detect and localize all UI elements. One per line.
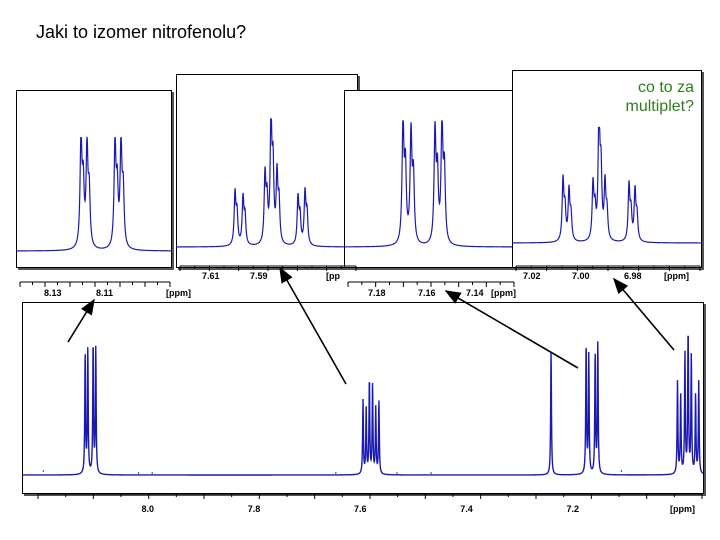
z4-tick-2: 6.98 [624, 271, 642, 281]
z2-spectrum-line [177, 118, 357, 248]
zoom-panel-7-16 [344, 90, 516, 268]
z4-tick-1: 7.00 [572, 271, 590, 281]
z3-tick-1: 7.16 [418, 288, 436, 298]
main-x-axis [37, 493, 703, 499]
page-title: Jaki to izomer nitrofenolu? [36, 22, 247, 42]
z1-tick-0: 8.13 [44, 288, 62, 298]
noise-dot [396, 472, 398, 474]
z2-tick-1: 7.59 [250, 271, 268, 281]
z4-spectrum-line [513, 126, 701, 244]
main-unit: [ppm] [670, 504, 695, 514]
z3-unit: [ppm] [491, 288, 516, 298]
noise-dot [620, 470, 623, 472]
main-tick-label: 7.2 [566, 504, 580, 514]
z3-spectrum-line [345, 120, 515, 248]
z4-unit: [ppm] [664, 271, 689, 281]
z4-tick-0: 7.02 [523, 271, 541, 281]
zoom-panel-7-60 [176, 74, 358, 268]
noise-dot [137, 472, 140, 474]
noise-dot [335, 472, 337, 474]
z1-unit: [ppm] [166, 288, 191, 298]
zoom-panel-7-00 [512, 70, 702, 268]
main-spectrum [23, 335, 703, 476]
zoom-spectrum-8-12 [17, 135, 171, 252]
z1-tick-1: 8.11 [96, 288, 114, 298]
z3-tick-0: 7.18 [368, 288, 386, 298]
zoom-panel-8-12 [16, 90, 172, 268]
zoom-spectrum-7-60 [177, 118, 357, 248]
z3-tick-2: 7.14 [466, 288, 484, 298]
question-line-1: co to za [637, 79, 694, 96]
z2-tick-0: 7.61 [202, 271, 220, 281]
noise-dot [430, 472, 432, 474]
main-tick-label: 7.8 [247, 504, 261, 514]
main-tick-label: 7.6 [354, 504, 367, 514]
zoom-spectrum-7-16 [345, 120, 515, 248]
main-tick-label: 7.4 [460, 504, 473, 514]
main-tick-label: 8.0 [141, 504, 155, 514]
main-spectrum-panel [22, 302, 704, 494]
z2-unit: [pp [326, 271, 340, 281]
main-spectrum-line [23, 335, 703, 476]
noise-dot [42, 470, 45, 472]
z1-spectrum-line [17, 135, 171, 252]
noise-dot [151, 472, 153, 474]
zoom-spectrum-7-00 [513, 126, 701, 244]
question-line-2: multiplet? [625, 98, 694, 115]
question-label: co to za multiplet? [626, 78, 694, 116]
